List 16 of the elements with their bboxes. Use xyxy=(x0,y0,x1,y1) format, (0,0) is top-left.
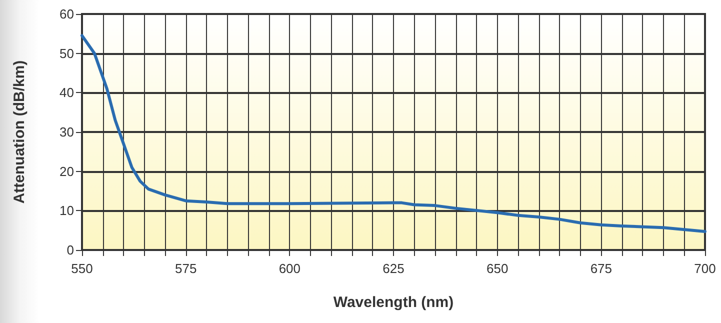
x-tick-label: 550 xyxy=(71,261,93,276)
x-tick-label: 675 xyxy=(590,261,612,276)
y-tick-label: 60 xyxy=(60,6,74,22)
y-tick-label: 30 xyxy=(60,124,74,140)
y-tick-label: 50 xyxy=(60,46,74,61)
y-tick-label: 40 xyxy=(60,85,74,100)
x-axis-title: Wavelength (nm) xyxy=(333,294,454,311)
x-tick-label: 700 xyxy=(694,261,716,276)
y-tick-label: 10 xyxy=(60,203,74,218)
x-tick-label: 650 xyxy=(486,261,508,276)
x-tick-label: 575 xyxy=(174,261,197,276)
y-tick-label: 20 xyxy=(60,164,74,179)
x-tick-label: 625 xyxy=(382,261,404,276)
y-tick-label: 0 xyxy=(66,242,74,258)
y-axis-title: Attenuation (dB/km) xyxy=(11,60,28,204)
x-tick-label: 600 xyxy=(278,261,301,276)
